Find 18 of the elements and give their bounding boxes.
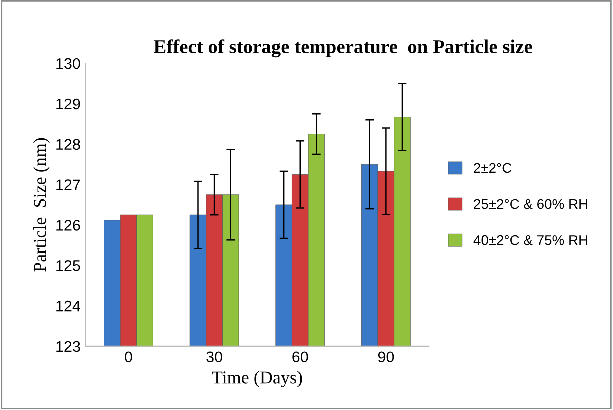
legend-label: 2±2°C [474, 163, 512, 174]
x-tick-label: 60 [292, 352, 308, 363]
x-tick-label: 90 [378, 352, 394, 363]
y-tick-label: 128 [56, 139, 80, 150]
y-tick-label: 126 [56, 220, 80, 231]
x-tick-label: 30 [206, 352, 222, 363]
y-tick-label: 125 [56, 260, 80, 272]
x-tick-label: 0 [125, 352, 132, 363]
y-axis-title: Particle Size (nm) [34, 138, 50, 272]
y-tick-label: 124 [56, 300, 81, 312]
chart-title: Effect of storage temperature on Particle size [154, 40, 532, 58]
y-tick-label: 130 [56, 58, 80, 70]
x-axis-title: Time (Days) [212, 371, 302, 388]
legend-label: 40±2°C & 75% RH [474, 235, 588, 246]
y-tick-label: 129 [56, 98, 80, 110]
legend-label: 25±2°C & 60% RH [474, 199, 588, 210]
y-tick-label: 127 [56, 180, 80, 190]
y-tick-label: 123 [56, 341, 80, 352]
